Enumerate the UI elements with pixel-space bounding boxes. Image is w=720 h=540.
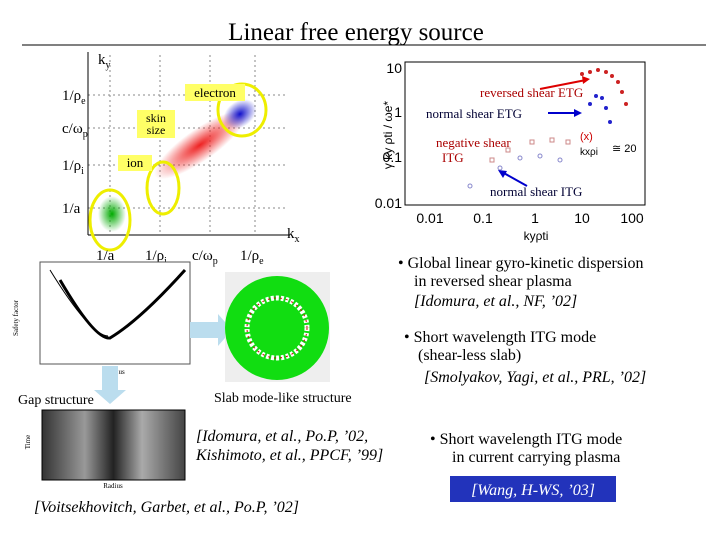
- annotation: kxρi: [580, 147, 598, 158]
- x-axis-label: kx: [287, 226, 300, 245]
- reference: [Idomura, et al., Po.P, ’02,: [196, 428, 368, 445]
- annotation: reversed shear ETG: [480, 85, 583, 100]
- axis-label: Radius: [103, 482, 123, 490]
- x-tick: 0.01: [416, 210, 443, 226]
- annotation: ITG: [442, 150, 464, 165]
- x-axis-label: kyρti: [524, 229, 549, 243]
- y-tick: 1: [394, 104, 402, 120]
- y-tick: c/ωp: [62, 121, 88, 140]
- growth-rate-plot: 10 1 0.1 0.01 0.01 0.1 1 10 100 kyρti γ …: [375, 60, 646, 243]
- x-tick: 1/a: [96, 248, 115, 264]
- annotation: ≅ 20: [612, 143, 637, 155]
- ion-label: ion: [127, 155, 144, 170]
- y-axis-label: γ ky ρti / ωe*: [381, 101, 395, 170]
- bullet: • Short wavelength ITG mode: [404, 329, 596, 346]
- marker-decor: [580, 68, 628, 106]
- mode-structure-figure: [225, 272, 330, 382]
- safety-factor-figure: Safety factor Radius: [12, 261, 191, 376]
- reference: Kishimoto, et al., PPCF, ’99]: [195, 447, 383, 464]
- caption: Slab mode-like structure: [214, 391, 352, 406]
- x-tick: 1/ρe: [240, 248, 264, 267]
- caption: Gap structure: [18, 393, 94, 408]
- arrow: [94, 366, 126, 404]
- x-tick: 1: [531, 210, 539, 226]
- arrow: [190, 314, 232, 346]
- x-tick: c/ωp: [192, 248, 218, 267]
- x-tick: 10: [574, 210, 590, 226]
- x-tick: 100: [620, 210, 644, 226]
- y-tick: 1/ρe: [62, 88, 86, 107]
- bullet: (shear-less slab): [418, 347, 521, 364]
- bullet: in reversed shear plasma: [414, 273, 572, 290]
- reference: [Smolyakov, Yagi, et al., PRL, ’02]: [424, 369, 646, 386]
- electron-label: electron: [194, 85, 236, 100]
- y-tick: 0.01: [375, 195, 402, 211]
- y-tick: 10: [386, 60, 402, 76]
- axis-label: Time: [24, 435, 32, 450]
- reference: [Voitsekhovitch, Garbet, et al., Po.P, ’…: [34, 499, 299, 516]
- bullet: • Short wavelength ITG mode: [430, 431, 622, 448]
- y-tick: 1/a: [62, 201, 81, 217]
- title: Linear free energy source: [228, 19, 484, 46]
- reference-box: [450, 476, 616, 502]
- reference: [Idomura, et al., NF, ’02]: [414, 293, 577, 310]
- bullet: • Global linear gyro-kinetic dispersion: [398, 255, 644, 272]
- skin-label: size: [147, 123, 166, 137]
- annotation: normal shear ETG: [426, 106, 522, 121]
- wavenumber-diagram: electron skin size ion ky kx 1/ρe c/ωp 1…: [62, 52, 300, 267]
- annotation: (x): [580, 131, 593, 143]
- axis-label: Safety factor: [12, 299, 20, 336]
- skin-label: skin: [146, 111, 166, 125]
- annotation: normal shear ITG: [490, 184, 582, 199]
- x-tick: 0.1: [473, 210, 493, 226]
- bullets: • Global linear gyro-kinetic dispersion …: [398, 255, 646, 466]
- bullet: in current carrying plasma: [452, 449, 620, 466]
- reference: [Wang, H-WS, ’03]: [471, 482, 595, 499]
- y-axis-label: ky: [98, 52, 111, 71]
- annotation: negative shear: [436, 135, 511, 150]
- gap-structure-figure: Time Radius: [24, 409, 186, 490]
- y-tick: 0.1: [383, 149, 403, 165]
- y-tick: 1/ρi: [62, 158, 84, 177]
